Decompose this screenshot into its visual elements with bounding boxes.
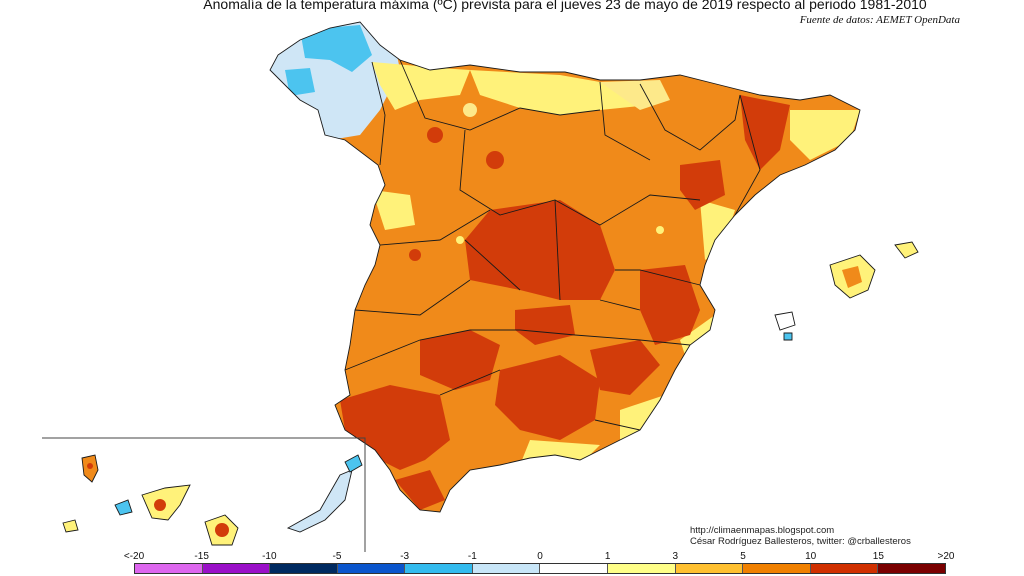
legend-label: >20 bbox=[937, 551, 955, 562]
legend-swatch bbox=[540, 564, 609, 573]
legend-label: 5 bbox=[740, 551, 746, 562]
legend-swatch bbox=[810, 564, 879, 573]
legend-label: 10 bbox=[805, 551, 817, 562]
legend-swatch bbox=[202, 564, 271, 573]
legend-label: -5 bbox=[332, 551, 342, 562]
legend-color-bar bbox=[134, 563, 946, 574]
legend-label: -10 bbox=[262, 551, 277, 562]
legend-label: 15 bbox=[872, 551, 884, 562]
legend-label: -15 bbox=[194, 551, 209, 562]
legend-swatch bbox=[270, 564, 338, 573]
legend-label: 3 bbox=[672, 551, 679, 562]
legend-swatch bbox=[878, 564, 945, 573]
legend-swatch bbox=[675, 564, 744, 573]
blog-url[interactable]: http://climaenmapas.blogspot.com bbox=[690, 525, 835, 536]
author-credit: César Rodríguez Ballesteros, twitter: @c… bbox=[690, 536, 911, 547]
legend-swatch bbox=[135, 564, 203, 573]
legend-swatch bbox=[608, 564, 676, 573]
legend-label: 0 bbox=[537, 551, 543, 562]
legend-label: -3 bbox=[400, 551, 410, 562]
legend-swatch bbox=[472, 564, 541, 573]
legend-swatch bbox=[337, 564, 406, 573]
legend-label: 1 bbox=[604, 551, 611, 562]
legend-labels: <-20 -15 -10 -5 -3 -1 0 1 3 5 10 15 >20 bbox=[0, 551, 1024, 563]
balearic-islands bbox=[774, 241, 919, 341]
map-title: Anomalía de la temperatura máxima (ºC) p… bbox=[203, 0, 927, 12]
legend-label: -1 bbox=[467, 551, 477, 562]
data-source: Fuente de datos: AEMET OpenData bbox=[799, 14, 960, 26]
legend-swatch bbox=[405, 564, 473, 573]
legend-label: <-20 bbox=[123, 551, 145, 562]
legend-swatch bbox=[743, 564, 811, 573]
canary-islands-inset bbox=[42, 437, 366, 552]
